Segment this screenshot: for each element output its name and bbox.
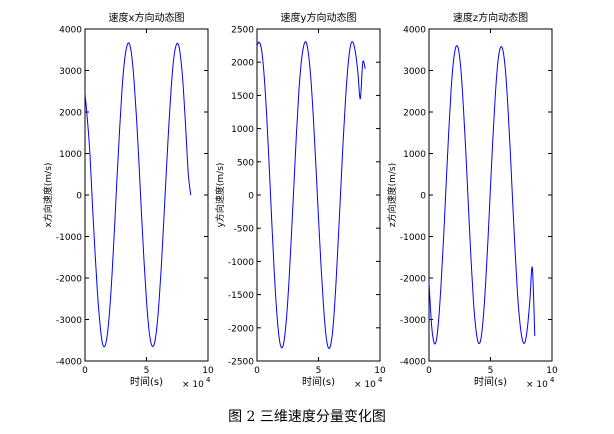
y-tick-label: 500 <box>237 158 254 168</box>
series-line <box>84 42 192 348</box>
y-tick-label: 1000 <box>231 125 254 135</box>
chart-title: 速度y方向动态图 <box>281 11 357 24</box>
x-axis-label: 时间(s) <box>302 375 335 388</box>
x-tick-label: 10 <box>546 366 558 376</box>
chart-title: 速度z方向动态图 <box>453 11 528 24</box>
y-tick-label: 2000 <box>59 109 82 119</box>
figure-caption: 图 2 三维速度分量变化图 <box>228 409 386 425</box>
y-tick-label: -2000 <box>228 324 254 334</box>
y-tick-label: 0 <box>248 192 254 202</box>
series-line <box>428 45 536 345</box>
panel-z-velocity: 速度z方向动态图 -4000 -3000 -2000 -1000 0 1000 2000 300… <box>386 11 558 390</box>
panel-y-velocity: 速度y方向动态图 -2500 -2000 -1500 -1000 -500 0 500 1000… <box>214 11 386 390</box>
y-tick-label: 1000 <box>403 150 426 160</box>
x-axis-label: 时间(s) <box>474 375 507 388</box>
y-tick-label: -2000 <box>56 275 82 285</box>
panel-x-velocity: 速度x方向动态图 -4000 -3000 -2000 -1000 0 1000 2000 300… <box>42 11 214 390</box>
y-tick-label: 1500 <box>231 92 254 102</box>
y-tick-label: -2500 <box>228 358 254 368</box>
y-tick-label: 2000 <box>403 109 426 119</box>
y-tick-label: 4000 <box>403 26 426 36</box>
x-tick-label: 10 <box>202 366 214 376</box>
y-axis-label: x方向速度(m/s) <box>42 163 54 228</box>
x-exponent-power: 4 <box>378 376 383 384</box>
x-exponent-label: × 10 <box>182 380 204 390</box>
plot-area <box>84 28 209 362</box>
x-tick-label: 5 <box>144 366 150 376</box>
x-tick-label: 0 <box>426 366 432 376</box>
x-exponent-label: × 10 <box>526 380 548 390</box>
x-tick-label: 0 <box>254 366 260 376</box>
y-tick-label: -1000 <box>400 233 426 243</box>
x-tick-label: 5 <box>488 366 494 376</box>
y-tick-label: 2000 <box>231 59 254 69</box>
y-tick-label: -3000 <box>56 316 82 326</box>
y-tick-label: -3000 <box>400 316 426 326</box>
y-tick-label: 2500 <box>231 26 254 36</box>
x-exponent-power: 4 <box>206 376 211 384</box>
y-tick-label: -1500 <box>228 291 254 301</box>
y-tick-label: 3000 <box>59 67 82 77</box>
y-axis-label: y方向速度(m/s) <box>214 163 226 228</box>
y-tick-label: -4000 <box>56 358 82 368</box>
y-tick-label: 3000 <box>403 67 426 77</box>
y-tick-label: 4000 <box>59 26 82 36</box>
x-exponent-label: × 10 <box>354 380 376 390</box>
y-tick-label: 0 <box>420 192 426 202</box>
y-tick-label: -4000 <box>400 358 426 368</box>
y-axis-label: z方向速度(m/s) <box>386 163 398 227</box>
x-tick-label: 0 <box>82 366 88 376</box>
y-tick-label: 0 <box>76 192 82 202</box>
chart-title: 速度x方向动态图 <box>109 11 185 24</box>
y-tick-label: -1000 <box>56 233 82 243</box>
series-line <box>256 41 366 349</box>
x-tick-label: 5 <box>316 366 322 376</box>
y-tick-label: -500 <box>234 225 255 235</box>
x-exponent-power: 4 <box>550 376 555 384</box>
x-tick-label: 10 <box>374 366 386 376</box>
x-axis-label: 时间(s) <box>130 375 163 388</box>
y-tick-label: 1000 <box>59 150 82 160</box>
y-tick-label: -1000 <box>228 258 254 268</box>
y-tick-label: -2000 <box>400 275 426 285</box>
